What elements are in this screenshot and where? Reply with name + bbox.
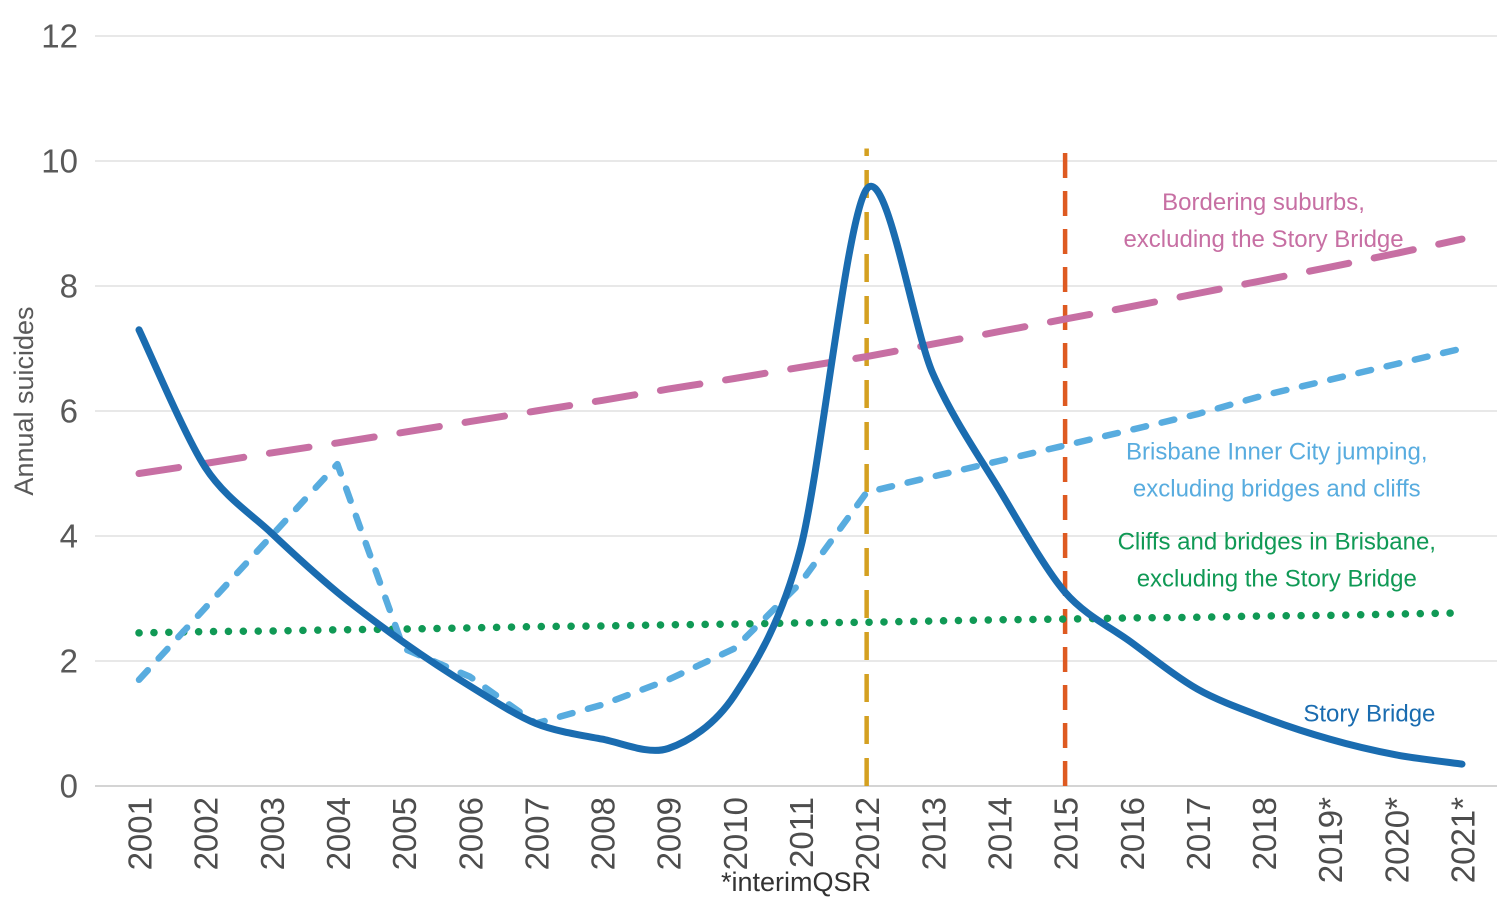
x-tick-label-2007: 2007 — [518, 797, 555, 870]
x-tick-label-2010: 2010 — [717, 797, 754, 870]
x-tick-label-2015: 2015 — [1048, 797, 1085, 870]
y-tick-label-0: 0 — [60, 768, 78, 805]
label-brisbane-inner-city: Brisbane Inner City jumping, excluding br… — [1126, 438, 1427, 502]
label-bordering-suburbs-line-2: excluding the Story Bridge — [1123, 225, 1403, 252]
series-line-cliffs-and-bridges — [135, 609, 1466, 637]
y-tick-label-4: 4 — [60, 518, 78, 555]
label-bordering-suburbs: Bordering suburbs, excluding the Story Br… — [1123, 188, 1403, 252]
y-tick-label-6: 6 — [60, 393, 78, 430]
series-line-story-bridge — [135, 182, 1466, 768]
label-cliffs-and-bridges-line-2: excluding the Story Bridge — [1137, 565, 1417, 592]
x-tick-label-2017: 2017 — [1180, 797, 1217, 870]
x-tick-label-2016: 2016 — [1114, 797, 1151, 870]
label-brisbane-inner-city-line-1: Brisbane Inner City jumping, — [1126, 438, 1427, 465]
series-line-brisbane-inner-city — [135, 345, 1466, 727]
x-tick-label-2021: 2021* — [1445, 797, 1482, 883]
label-cliffs-and-bridges: Cliffs and bridges in Brisbane, excluding… — [1118, 528, 1436, 592]
series-line-bordering-suburbs — [135, 235, 1466, 477]
x-tick-label-2013: 2013 — [915, 797, 952, 870]
x-tick-label-2020: 2020* — [1378, 797, 1415, 883]
x-tick-label-2014: 2014 — [981, 797, 1018, 870]
label-bordering-suburbs-line-1: Bordering suburbs, — [1162, 188, 1365, 215]
x-tick-label-2011: 2011 — [783, 797, 820, 868]
y-tick-label-10: 10 — [41, 143, 78, 180]
label-brisbane-inner-city-line-2: excluding bridges and cliffs — [1133, 475, 1421, 502]
x-tick-label-2003: 2003 — [254, 797, 291, 870]
x-tick-label-2018: 2018 — [1246, 797, 1283, 870]
footnote-interim-qsr: *interimQSR — [721, 867, 871, 897]
x-tick-label-2012: 2012 — [849, 797, 886, 870]
y-axis-title: Annual suicides — [9, 306, 39, 495]
x-tick-label-2002: 2002 — [188, 797, 225, 870]
x-tick-label-2004: 2004 — [320, 797, 357, 870]
x-tick-label-2009: 2009 — [651, 797, 688, 870]
y-tick-label-8: 8 — [60, 268, 78, 305]
x-tick-label-2019: 2019* — [1312, 797, 1349, 883]
label-cliffs-and-bridges-line-1: Cliffs and bridges in Brisbane, — [1118, 528, 1436, 555]
y-tick-label-2: 2 — [60, 643, 78, 680]
x-tick-label-2006: 2006 — [452, 797, 489, 870]
x-tick-label-2008: 2008 — [585, 797, 622, 870]
x-tick-label-2005: 2005 — [386, 797, 423, 870]
x-tick-label-2001: 2001 — [122, 797, 159, 870]
y-tick-label-12: 12 — [41, 18, 78, 55]
label-story-bridge: Story Bridge — [1303, 701, 1435, 728]
